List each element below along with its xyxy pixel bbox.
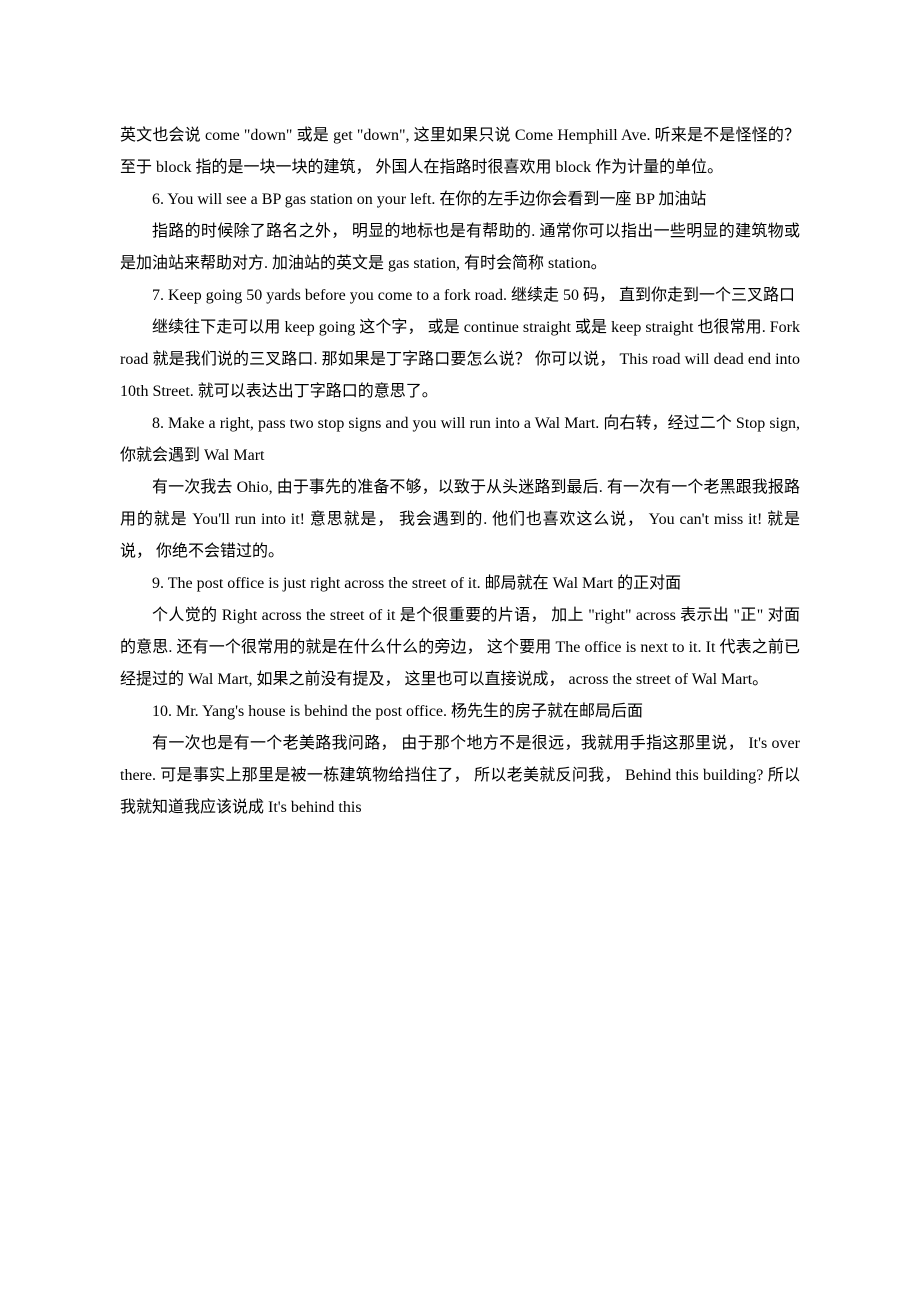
paragraph-item-8: 8. Make a right, pass two stop signs and… [120, 408, 800, 472]
paragraph-explain-8: 有一次我去 Ohio, 由于事先的准备不够，以致于从头迷路到最后. 有一次有一个… [120, 472, 800, 568]
paragraph-explain-10: 有一次也是有一个老美路我问路， 由于那个地方不是很远，我就用手指这那里说， It… [120, 728, 800, 824]
paragraph-item-10: 10. Mr. Yang's house is behind the post … [120, 696, 800, 728]
paragraph-item-7: 7. Keep going 50 yards before you come t… [120, 280, 800, 312]
paragraph-item-9: 9. The post office is just right across … [120, 568, 800, 600]
paragraph-explain-6: 指路的时候除了路名之外， 明显的地标也是有帮助的. 通常你可以指出一些明显的建筑… [120, 216, 800, 280]
paragraph-item-6: 6. You will see a BP gas station on your… [120, 184, 800, 216]
paragraph-continuation: 英文也会说 come "down" 或是 get "down", 这里如果只说 … [120, 120, 800, 184]
document-page: 英文也会说 come "down" 或是 get "down", 这里如果只说 … [0, 0, 920, 904]
paragraph-explain-9: 个人觉的 Right across the street of it 是个很重要… [120, 600, 800, 696]
paragraph-explain-7: 继续往下走可以用 keep going 这个字， 或是 continue str… [120, 312, 800, 408]
